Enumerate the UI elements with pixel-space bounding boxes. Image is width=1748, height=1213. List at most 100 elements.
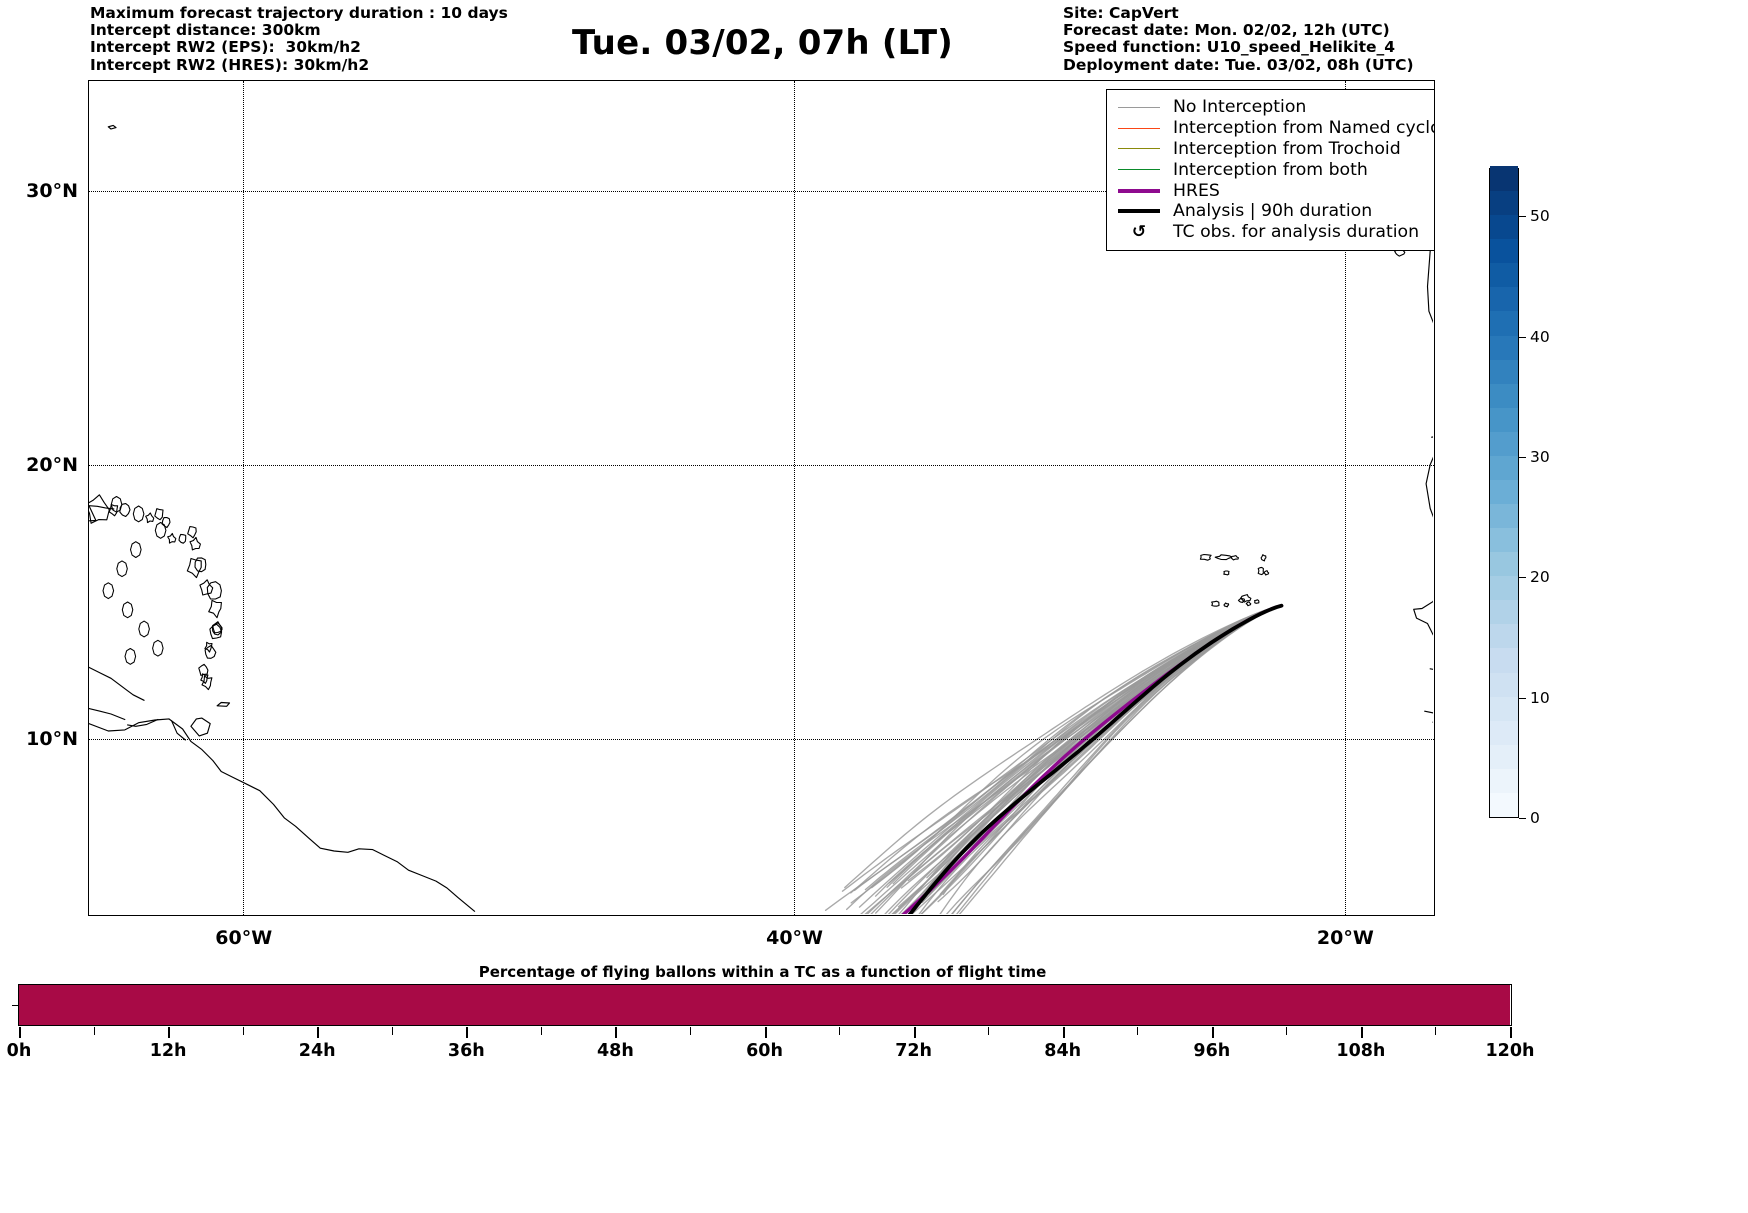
colorbar-tick-label-50: 50 bbox=[1530, 207, 1550, 226]
time-tick-label-12h: 12h bbox=[149, 1041, 187, 1061]
gridline-lat-30°N bbox=[89, 190, 1434, 192]
trajectory-eps-member bbox=[841, 605, 1283, 892]
island-lesser-antilles bbox=[204, 641, 213, 653]
trajectory-eps-member bbox=[939, 605, 1283, 914]
legend-item-3[interactable]: Interception from both bbox=[1116, 159, 1434, 180]
legend-item-6[interactable]: ↺ TC obs. for analysis duration bbox=[1116, 222, 1434, 243]
island-trinidad bbox=[190, 717, 211, 737]
percentage-bar-axes[interactable]: 0h 12h 24h 36h 48h 60h 72h 84h 96h 108h 120h bbox=[7, 984, 1535, 1061]
legend-line-swatch bbox=[1116, 148, 1162, 150]
lat-tick-label-10°N: 10°N bbox=[26, 728, 78, 751]
colorbar-tick-label-0: 0 bbox=[1530, 809, 1540, 827]
time-minor-tick bbox=[242, 1027, 244, 1035]
colorbar-segment bbox=[1490, 551, 1518, 577]
cyclone-icon: ↺ bbox=[1116, 223, 1162, 241]
colorbar-segment bbox=[1490, 479, 1518, 505]
time-minor-tick bbox=[93, 1027, 95, 1035]
trajectory-eps-member bbox=[866, 605, 1283, 914]
trajectory-eps-member bbox=[942, 605, 1283, 896]
legend-item-4[interactable]: HRES bbox=[1116, 180, 1434, 201]
colorbar-segment bbox=[1490, 671, 1518, 697]
colorbar-segment bbox=[1490, 407, 1518, 432]
colorbar-segment bbox=[1490, 744, 1518, 769]
header-left-line-4: Intercept RW2 (HRES): 30km/h2 bbox=[90, 55, 370, 74]
time-minor-tick bbox=[1286, 1027, 1288, 1035]
island-lesser-antilles bbox=[208, 599, 222, 619]
map-canvas bbox=[89, 81, 1434, 915]
colorbar-segment bbox=[1490, 503, 1518, 529]
island-cape-verde bbox=[1240, 594, 1252, 603]
legend-line-icon bbox=[1118, 188, 1160, 193]
percentage-bar-fill bbox=[19, 985, 1510, 1025]
time-tick-label-36h: 36h bbox=[447, 1041, 485, 1061]
header-deployment-date-line: Deployment date: Tue. 03/02, 08h (UTC) bbox=[1063, 55, 1414, 74]
time-major-tick bbox=[168, 1027, 171, 1038]
legend-label: TC obs. for analysis duration bbox=[1173, 222, 1420, 243]
island-cape-verde bbox=[1199, 553, 1212, 561]
time-minor-tick bbox=[391, 1027, 393, 1035]
island-lesser-antilles bbox=[189, 536, 201, 551]
coastline-nouadhibou bbox=[1431, 436, 1433, 438]
header-left-line-1: Maximum forecast trajectory duration : 1… bbox=[90, 4, 508, 22]
legend-line-swatch bbox=[1116, 127, 1162, 129]
colorbar-segment bbox=[1490, 575, 1518, 601]
island-lesser-antilles bbox=[89, 494, 110, 524]
colorbar-segment bbox=[1490, 792, 1518, 817]
trajectory-eps-member bbox=[844, 605, 1283, 889]
coastline-puerto-rico bbox=[89, 505, 115, 510]
map-plot-area[interactable]: No Interception Interception from Named c… bbox=[88, 80, 1435, 916]
colorbar-segment bbox=[1490, 359, 1518, 384]
time-tick-label-108h: 108h bbox=[1336, 1041, 1386, 1061]
colorbar-segment bbox=[1490, 599, 1518, 625]
header-speed-function-line: Speed function: U10_speed_Helikite_4 bbox=[1063, 38, 1396, 57]
legend-item-1[interactable]: Interception from Named cyclone bbox=[1116, 118, 1435, 139]
legend-line-icon bbox=[1118, 127, 1160, 129]
coastline-guinea-bissau bbox=[1424, 710, 1433, 714]
island-cape-verde bbox=[1245, 601, 1252, 607]
island-cape-verde bbox=[1263, 570, 1270, 576]
trajectory-eps-member bbox=[918, 605, 1283, 914]
legend-label: HRES bbox=[1173, 180, 1220, 201]
colorbar-segment bbox=[1490, 527, 1518, 553]
gridline-lat-20°N bbox=[89, 464, 1434, 466]
map-legend[interactable]: No Interception Interception from Named c… bbox=[1106, 89, 1435, 251]
time-minor-tick bbox=[988, 1027, 990, 1035]
colorbar-segment bbox=[1490, 431, 1518, 456]
lon-tick-label-20°W: 20°W bbox=[1316, 927, 1374, 949]
legend-item-0[interactable]: No Interception bbox=[1116, 97, 1434, 118]
trajectory-eps-member bbox=[920, 605, 1283, 914]
colorbar-segment bbox=[1490, 214, 1518, 240]
island-lesser-antilles bbox=[187, 526, 197, 539]
colorbar-segment bbox=[1490, 262, 1518, 288]
legend-item-5[interactable]: Analysis | 90h duration bbox=[1116, 201, 1434, 222]
trajectory-eps-member bbox=[850, 605, 1283, 904]
coastline-venezuela-bay bbox=[127, 718, 159, 727]
island-cape-verde bbox=[1230, 555, 1240, 561]
colorbar-segment bbox=[1490, 334, 1518, 360]
legend-line-icon bbox=[1118, 209, 1160, 214]
trajectory-eps-member bbox=[950, 605, 1283, 914]
time-major-tick bbox=[764, 1027, 767, 1038]
island-cape-verde bbox=[1223, 602, 1230, 608]
time-tick-label-72h: 72h bbox=[895, 1041, 932, 1061]
island-lesser-antilles bbox=[194, 557, 207, 573]
island-lesser-antilles bbox=[211, 622, 223, 636]
coastline-orinoco bbox=[171, 720, 186, 741]
legend-item-2[interactable]: Interception from Trochoid bbox=[1116, 139, 1434, 160]
time-major-tick bbox=[1062, 1027, 1065, 1038]
trajectory-eps-member bbox=[931, 605, 1283, 893]
colorbar[interactable]: 0 10 20 30 40 50 bbox=[1489, 166, 1550, 827]
island-antilles-minor bbox=[116, 560, 128, 578]
colorbar-segment bbox=[1490, 190, 1518, 216]
header-forecast-date-line: Forecast date: Mon. 02/02, 12h (UTC) bbox=[1063, 21, 1390, 40]
island-antilles-minor bbox=[102, 582, 115, 600]
gridline-lon-20°W bbox=[1344, 81, 1346, 915]
lat-tick-label-30°N: 30°N bbox=[26, 180, 78, 203]
header-site-line: Site: CapVert bbox=[1063, 4, 1179, 22]
lon-tick-label-60°W: 60°W bbox=[215, 927, 273, 949]
header-left-line-3: Intercept RW2 (EPS): 30km/h2 bbox=[90, 38, 361, 57]
legend-label: Interception from Named cyclone bbox=[1173, 118, 1435, 139]
time-major-tick bbox=[1360, 1027, 1363, 1038]
colorbar-tick bbox=[1519, 577, 1526, 579]
colorbar-tick bbox=[1519, 456, 1526, 458]
